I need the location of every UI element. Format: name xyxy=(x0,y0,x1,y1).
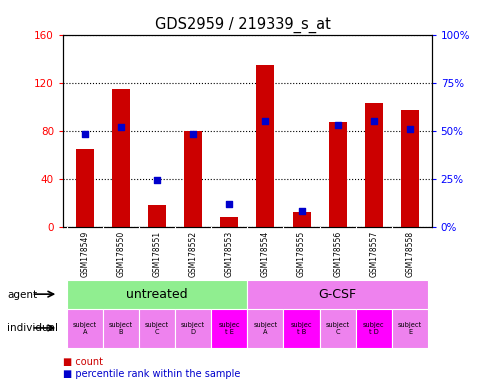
Text: agent: agent xyxy=(7,290,37,300)
Bar xyxy=(66,309,103,348)
Text: GSM178555: GSM178555 xyxy=(296,230,305,276)
Bar xyxy=(247,280,427,309)
Bar xyxy=(148,205,166,227)
Bar xyxy=(138,309,175,348)
Bar xyxy=(247,309,283,348)
Text: GSM178551: GSM178551 xyxy=(152,230,161,276)
Bar xyxy=(283,309,319,348)
Bar xyxy=(220,217,238,227)
Point xyxy=(117,124,124,130)
Bar xyxy=(184,131,202,227)
Point xyxy=(261,118,269,124)
Text: GSM178549: GSM178549 xyxy=(80,230,89,276)
Bar xyxy=(328,122,346,227)
Bar xyxy=(256,65,274,227)
Text: ■ percentile rank within the sample: ■ percentile rank within the sample xyxy=(63,369,240,379)
Text: subjec
t B: subjec t B xyxy=(290,322,312,335)
Point xyxy=(81,131,89,137)
Bar xyxy=(66,280,247,309)
Text: subject
C: subject C xyxy=(325,322,349,335)
Text: subjec
t E: subjec t E xyxy=(218,322,240,335)
Point xyxy=(225,200,233,207)
Point xyxy=(333,122,341,128)
Bar xyxy=(112,89,130,227)
Bar xyxy=(400,110,418,227)
Bar xyxy=(76,149,93,227)
Text: individual: individual xyxy=(7,323,58,333)
Text: subject
E: subject E xyxy=(397,322,421,335)
Text: GSM178554: GSM178554 xyxy=(260,230,270,276)
Bar xyxy=(355,309,391,348)
Bar xyxy=(319,309,355,348)
Text: GSM178553: GSM178553 xyxy=(224,230,233,276)
Text: subject
D: subject D xyxy=(181,322,205,335)
Text: ■ count: ■ count xyxy=(63,357,103,367)
Point xyxy=(189,131,197,137)
Text: G-CSF: G-CSF xyxy=(318,288,356,301)
Text: GSM178558: GSM178558 xyxy=(405,230,414,276)
Point xyxy=(297,208,305,214)
Bar xyxy=(391,309,427,348)
Text: subject
A: subject A xyxy=(253,322,277,335)
Text: GSM178552: GSM178552 xyxy=(188,230,197,276)
Text: subject
C: subject C xyxy=(145,322,169,335)
Bar xyxy=(103,309,138,348)
Text: GSM178557: GSM178557 xyxy=(369,230,378,276)
Text: subject
B: subject B xyxy=(108,322,133,335)
Text: subject
A: subject A xyxy=(73,322,97,335)
Text: GSM178556: GSM178556 xyxy=(333,230,342,276)
Text: GDS2959 / 219339_s_at: GDS2959 / 219339_s_at xyxy=(154,17,330,33)
Bar xyxy=(175,309,211,348)
Bar xyxy=(292,212,310,227)
Text: subjec
t D: subjec t D xyxy=(363,322,384,335)
Point xyxy=(405,126,413,132)
Bar xyxy=(211,309,247,348)
Point xyxy=(153,177,161,184)
Text: GSM178550: GSM178550 xyxy=(116,230,125,276)
Text: untreated: untreated xyxy=(126,288,187,301)
Point xyxy=(369,118,377,124)
Bar xyxy=(364,103,382,227)
